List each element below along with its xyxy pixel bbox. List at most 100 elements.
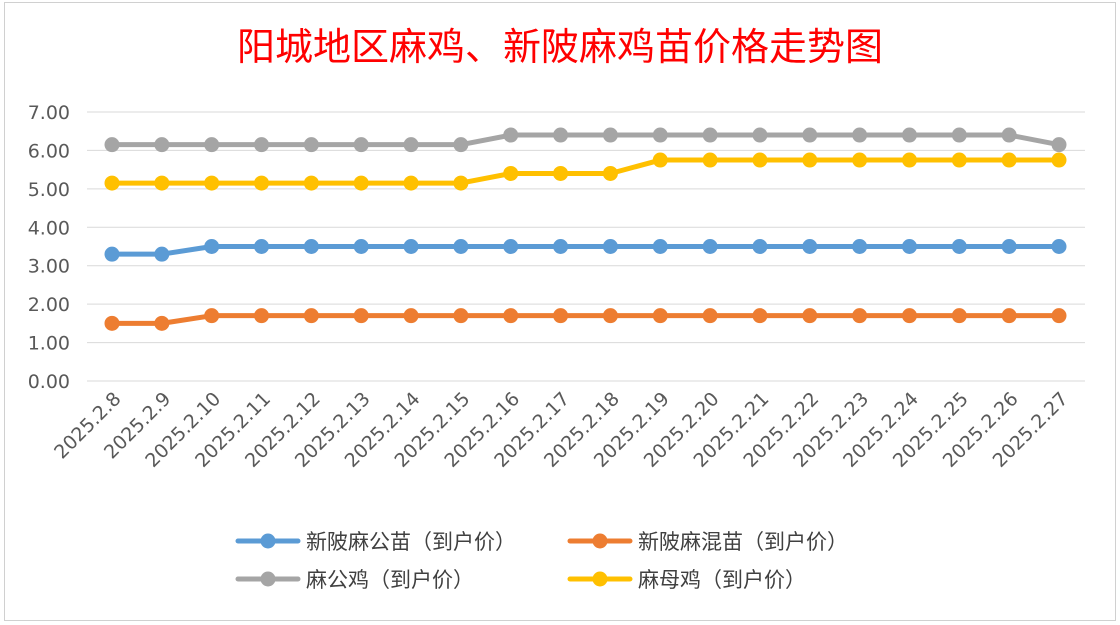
data-point (602, 165, 618, 181)
y-tick-label: 1.00 (28, 333, 70, 355)
data-point (1051, 137, 1067, 153)
data-point (254, 239, 270, 254)
data-point (752, 152, 768, 168)
data-point (802, 308, 818, 324)
data-point (1051, 239, 1067, 254)
series-3 (104, 127, 1067, 153)
series-line (109, 313, 1062, 326)
data-point (652, 152, 668, 168)
data-point (503, 127, 519, 143)
y-tick-label: 0.00 (28, 371, 70, 393)
data-point (1001, 239, 1017, 254)
legend-item[interactable]: 麻母鸡（到户价） (567, 568, 806, 592)
data-point (901, 239, 917, 254)
data-point (104, 315, 120, 331)
data-point (951, 239, 967, 254)
data-point (553, 127, 569, 143)
data-point (1001, 152, 1017, 168)
data-point (303, 137, 319, 153)
data-point (852, 308, 868, 324)
data-point (254, 308, 270, 324)
data-point (403, 308, 419, 324)
legend-label: 麻公鸡（到户价） (306, 568, 474, 592)
data-point (752, 239, 768, 254)
data-point (503, 165, 519, 181)
y-tick-label: 2.00 (28, 294, 70, 316)
data-point (503, 308, 519, 324)
data-point (752, 308, 768, 324)
data-point (951, 152, 967, 168)
gridlines (87, 111, 1085, 382)
data-point (154, 137, 170, 153)
data-point (752, 127, 768, 143)
data-point (652, 308, 668, 324)
data-point (204, 137, 220, 153)
data-point (802, 239, 818, 254)
data-point (403, 175, 419, 191)
data-point (702, 308, 718, 324)
data-point (1001, 127, 1017, 143)
data-point (353, 137, 369, 153)
data-point (453, 137, 469, 153)
y-tick-label: 4.00 (28, 217, 70, 239)
data-point (652, 127, 668, 143)
data-point (154, 315, 170, 331)
legend-item[interactable]: 麻公鸡（到户价） (235, 568, 474, 592)
y-tick-label: 6.00 (28, 140, 70, 162)
data-point (702, 239, 718, 254)
data-point (503, 239, 519, 254)
data-point (104, 175, 120, 191)
legend-item[interactable]: 新陂麻混苗（到户价） (567, 530, 848, 554)
data-point (453, 175, 469, 191)
data-point (602, 239, 618, 254)
data-point (353, 175, 369, 191)
data-point (802, 127, 818, 143)
data-point (602, 127, 618, 143)
data-point (453, 308, 469, 324)
series-line (109, 244, 1062, 257)
data-point (353, 308, 369, 324)
data-point (303, 239, 319, 254)
data-point (204, 239, 220, 254)
data-point (802, 152, 818, 168)
data-point (204, 308, 220, 324)
data-point (702, 127, 718, 143)
data-point (154, 175, 170, 191)
data-point (104, 246, 120, 262)
data-point (901, 152, 917, 168)
data-point (403, 239, 419, 254)
data-point (602, 308, 618, 324)
data-point (403, 137, 419, 153)
data-point (702, 152, 718, 168)
data-point (852, 127, 868, 143)
data-point (204, 175, 220, 191)
legend[interactable]: 新陂麻公苗（到户价） 新陂麻混苗（到户价） 麻公鸡（到户价） 麻母鸡（到户价） (235, 530, 848, 592)
series-line (109, 132, 1062, 148)
series-line (109, 157, 1062, 186)
data-point (951, 127, 967, 143)
series-1 (104, 239, 1067, 262)
legend-marker (260, 533, 276, 549)
data-point (553, 239, 569, 254)
data-point (852, 152, 868, 168)
data-point (1051, 308, 1067, 324)
data-point (303, 308, 319, 324)
data-point (951, 308, 967, 324)
data-point (901, 308, 917, 324)
data-point (104, 137, 120, 153)
data-point (553, 165, 569, 181)
chart-title: 阳城地区麻鸡、新陂麻鸡苗价格走势图 (237, 25, 883, 69)
data-point (254, 175, 270, 191)
data-point (303, 175, 319, 191)
legend-marker (260, 571, 276, 587)
legend-label: 麻母鸡（到户价） (638, 568, 806, 592)
data-point (901, 127, 917, 143)
legend-label: 新陂麻混苗（到户价） (638, 530, 848, 554)
legend-item[interactable]: 新陂麻公苗（到户价） (235, 530, 516, 554)
legend-label: 新陂麻公苗（到户价） (306, 530, 516, 554)
data-point (154, 246, 170, 262)
data-point (652, 239, 668, 254)
data-point (852, 239, 868, 254)
legend-marker (592, 533, 608, 549)
